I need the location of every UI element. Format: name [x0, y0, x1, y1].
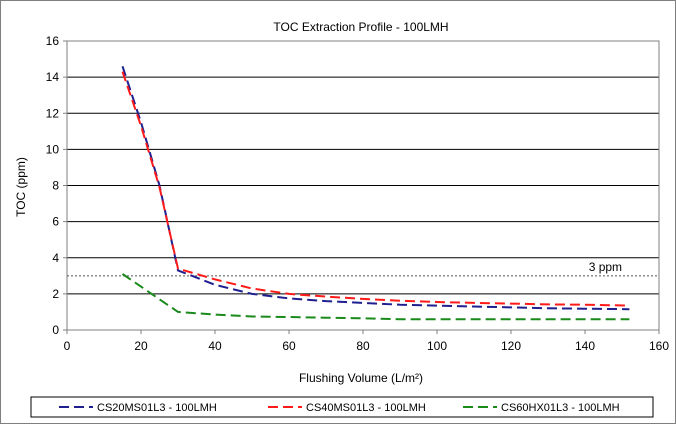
y-tick-label: 4 — [52, 251, 59, 265]
y-tick-label: 10 — [46, 142, 60, 156]
y-tick-label: 14 — [46, 70, 60, 84]
series-line-3 — [121, 273, 630, 321]
x-tick-label: 160 — [649, 339, 669, 353]
series-line-2 — [121, 71, 630, 307]
legend-label-2: CS40MS01L3 - 100LMH — [306, 402, 426, 414]
reference-line-label: 3 ppm — [589, 260, 622, 274]
reference-line-group: 3 ppm — [67, 260, 659, 277]
chart-title: TOC Extraction Profile - 100LMH — [273, 20, 448, 34]
series-lines — [121, 65, 630, 321]
legend-label-1: CS20MS01L3 - 100LMH — [97, 402, 217, 414]
x-tick-label: 80 — [356, 339, 370, 353]
x-tick-label: 60 — [282, 339, 296, 353]
y-tick-label: 12 — [46, 106, 60, 120]
legend-label-3: CS60HX01L3 - 100LMH — [501, 402, 620, 414]
x-tick-label: 100 — [427, 339, 447, 353]
x-tick-label: 20 — [134, 339, 148, 353]
x-tick-label: 40 — [208, 339, 222, 353]
series-line-1 — [121, 65, 630, 311]
y-tick-label: 16 — [46, 34, 60, 48]
x-axis-ticks: 0 20 40 60 80 100 120 140 160 — [64, 330, 669, 353]
x-tick-label: 0 — [64, 339, 71, 353]
y-tick-label: 6 — [52, 215, 59, 229]
x-tick-label: 140 — [575, 339, 595, 353]
y-tick-label: 8 — [52, 179, 59, 193]
y-axis-label: TOC (ppm) — [14, 157, 28, 217]
legend: CS20MS01L3 - 100LMH CS40MS01L3 - 100LMH CS… — [59, 402, 620, 414]
legend-box — [30, 396, 654, 418]
y-tick-label: 0 — [52, 323, 59, 337]
x-tick-label: 120 — [501, 339, 521, 353]
x-axis-label: Flushing Volume (L/m²) — [299, 371, 423, 385]
gridlines — [67, 40, 659, 331]
y-axis-ticks: 0 2 4 6 8 10 12 14 16 — [46, 34, 67, 337]
y-tick-label: 2 — [52, 287, 59, 301]
